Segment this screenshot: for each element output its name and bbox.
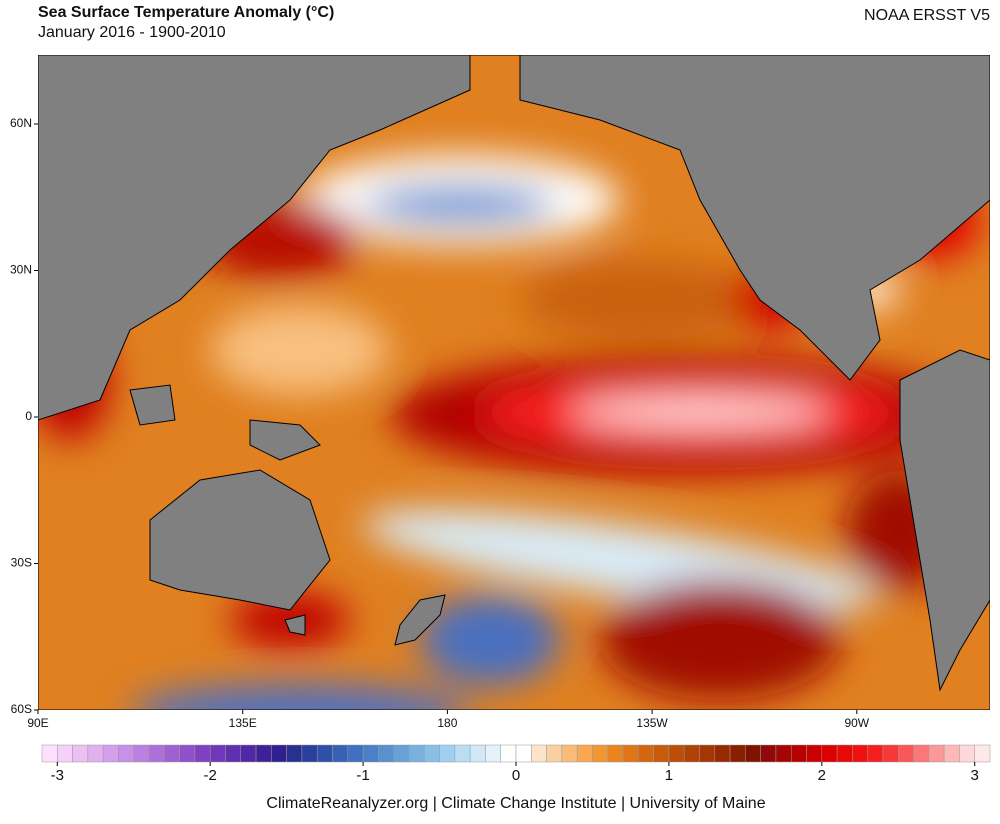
colorbar-swatch	[913, 744, 930, 763]
lat-label: 60S	[11, 702, 32, 716]
colorbar-swatch	[347, 744, 364, 763]
colorbar-swatch	[882, 744, 899, 763]
lon-label: 135W	[636, 716, 668, 730]
colorbar-swatch	[362, 744, 379, 763]
colorbar-swatch	[943, 744, 960, 763]
colorbar-swatch	[898, 744, 914, 763]
lat-label: 30S	[11, 556, 32, 570]
colorbar-swatch	[424, 744, 440, 763]
colorbar-swatch	[164, 744, 180, 763]
colorbar-swatch	[699, 744, 716, 763]
land	[38, 55, 990, 692]
colorbar-swatch	[576, 744, 593, 763]
colorbar-swatch	[500, 744, 517, 763]
colorbar-tick-label: -1	[356, 767, 369, 784]
colorbar-swatch	[546, 744, 563, 763]
lon-label: 180	[437, 716, 457, 730]
colorbar-swatch	[469, 744, 486, 763]
colorbar-swatch	[714, 744, 731, 763]
colorbar-swatch	[745, 744, 761, 763]
colorbar-swatch	[301, 744, 318, 763]
title: Sea Surface Temperature Anomaly (°C)	[38, 4, 334, 21]
colorbar-swatch	[790, 744, 807, 763]
colorbar-swatch	[928, 744, 945, 763]
colorbar-swatch	[225, 744, 242, 763]
colorbar-swatch	[57, 744, 73, 763]
colorbar-swatch	[41, 744, 58, 763]
colorbar-swatch	[775, 744, 792, 763]
colorbar-swatch	[72, 744, 89, 763]
source: NOAA ERSST V5	[864, 7, 990, 24]
colorbar-tick-label: 3	[971, 767, 979, 784]
colorbar-swatch	[561, 744, 578, 763]
colorbar-tick-label: -3	[51, 767, 64, 784]
colorbar-swatch	[638, 744, 654, 763]
colorbar-swatch	[760, 744, 777, 763]
colorbar-swatch	[836, 744, 853, 763]
colorbar-tick-label: 0	[512, 767, 520, 784]
colorbar-swatch	[87, 744, 104, 763]
subtitle: January 2016 - 1900-2010	[38, 24, 226, 41]
colorbar-swatch	[668, 744, 685, 763]
colorbar-swatch	[102, 744, 119, 763]
colorbar-swatch	[454, 744, 471, 763]
colorbar-swatch	[867, 744, 884, 763]
lat-label: 60N	[10, 116, 32, 130]
colorbar-tick-label: 1	[665, 767, 673, 784]
colorbar-swatch	[316, 744, 333, 763]
colorbar-swatch	[683, 744, 700, 763]
map	[38, 55, 990, 710]
lat-label: 30N	[10, 263, 32, 277]
colorbar-swatch	[133, 744, 150, 763]
credit: ClimateReanalyzer.org | Climate Change I…	[266, 795, 765, 812]
colorbar-swatch	[622, 744, 639, 763]
colorbar-swatch	[118, 744, 134, 763]
colorbar-swatch	[271, 744, 287, 763]
lon-label: 90W	[844, 716, 869, 730]
lat-label: 0	[25, 409, 32, 423]
lon-label: 90E	[27, 716, 48, 730]
colorbar-swatch	[179, 744, 196, 763]
colorbar-swatch	[821, 744, 838, 763]
colorbar-swatch	[439, 744, 456, 763]
colorbar-tick-label: -2	[204, 767, 217, 784]
colorbar: -3 -2 -1 0 1 2 3	[41, 744, 991, 784]
colorbar-swatch	[408, 744, 425, 763]
colorbar-swatch	[378, 744, 394, 763]
colorbar-swatch	[806, 744, 823, 763]
colorbar-swatch	[607, 744, 624, 763]
colorbar-swatch	[729, 744, 746, 763]
colorbar-swatch	[653, 744, 670, 763]
colorbar-swatch	[393, 744, 410, 763]
colorbar-swatch	[194, 744, 211, 763]
colorbar-swatch	[255, 744, 272, 763]
colorbar-swatch	[209, 744, 226, 763]
colorbar-swatch	[240, 744, 257, 763]
colorbar-swatch	[515, 744, 532, 763]
colorbar-tick-label: 2	[818, 767, 826, 784]
colorbar-swatch	[592, 744, 608, 763]
colorbar-swatch	[959, 744, 975, 763]
lon-label: 135E	[229, 716, 257, 730]
colorbar-swatch	[485, 744, 501, 763]
colorbar-swatch	[286, 744, 303, 763]
colorbar-swatch	[332, 744, 349, 763]
colorbar-swatch	[531, 744, 547, 763]
colorbar-swatch	[852, 744, 868, 763]
colorbar-swatch	[148, 744, 165, 763]
colorbar-swatch	[974, 744, 991, 763]
